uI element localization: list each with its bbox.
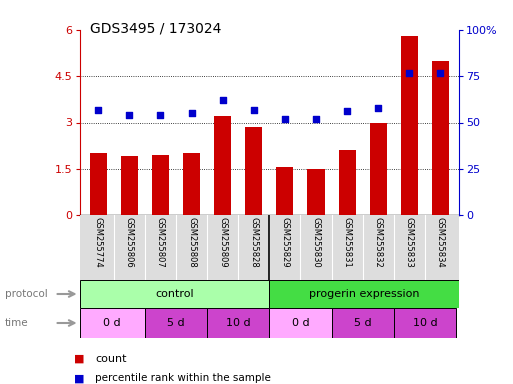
Bar bbox=[277, 167, 293, 215]
Text: 5 d: 5 d bbox=[167, 318, 185, 328]
Text: 10 d: 10 d bbox=[412, 318, 437, 328]
Text: GSM255833: GSM255833 bbox=[405, 217, 414, 268]
Bar bbox=[331, 308, 394, 338]
Bar bbox=[269, 308, 331, 338]
Text: progerin expression: progerin expression bbox=[309, 289, 420, 299]
Text: GSM255806: GSM255806 bbox=[125, 217, 134, 268]
Point bbox=[156, 112, 165, 118]
Text: GSM255830: GSM255830 bbox=[311, 217, 321, 268]
Bar bbox=[269, 280, 459, 308]
Point bbox=[187, 110, 195, 116]
Point bbox=[125, 112, 133, 118]
Text: percentile rank within the sample: percentile rank within the sample bbox=[95, 373, 271, 383]
Bar bbox=[90, 153, 107, 215]
Text: ■: ■ bbox=[74, 373, 85, 383]
Point bbox=[281, 116, 289, 122]
Text: time: time bbox=[5, 318, 29, 328]
Point bbox=[437, 70, 445, 76]
Bar bbox=[394, 308, 456, 338]
Text: GSM255808: GSM255808 bbox=[187, 217, 196, 268]
Text: GSM255809: GSM255809 bbox=[218, 217, 227, 268]
Text: 0 d: 0 d bbox=[104, 318, 121, 328]
Bar bbox=[370, 122, 387, 215]
Bar bbox=[145, 308, 207, 338]
Bar bbox=[207, 308, 269, 338]
Text: GSM255834: GSM255834 bbox=[436, 217, 445, 268]
Bar bbox=[339, 150, 356, 215]
Text: ■: ■ bbox=[74, 354, 85, 364]
Point bbox=[343, 108, 351, 114]
Text: GSM255832: GSM255832 bbox=[374, 217, 383, 268]
Bar bbox=[432, 61, 449, 215]
Text: GSM255828: GSM255828 bbox=[249, 217, 258, 268]
Bar bbox=[152, 155, 169, 215]
Text: GSM255829: GSM255829 bbox=[281, 217, 289, 268]
Text: count: count bbox=[95, 354, 126, 364]
Bar bbox=[121, 156, 138, 215]
Bar bbox=[401, 36, 418, 215]
Point bbox=[374, 104, 382, 111]
Text: protocol: protocol bbox=[5, 289, 48, 299]
Text: GDS3495 / 173024: GDS3495 / 173024 bbox=[90, 22, 221, 36]
Point bbox=[94, 106, 102, 113]
Bar bbox=[80, 308, 145, 338]
Text: control: control bbox=[155, 289, 194, 299]
Bar bbox=[183, 153, 200, 215]
Text: 10 d: 10 d bbox=[226, 318, 250, 328]
Point bbox=[219, 97, 227, 103]
Text: GSM255774: GSM255774 bbox=[94, 217, 103, 268]
Text: GSM255807: GSM255807 bbox=[156, 217, 165, 268]
Point bbox=[312, 116, 320, 122]
Point bbox=[250, 106, 258, 113]
Bar bbox=[245, 127, 262, 215]
Text: 0 d: 0 d bbox=[291, 318, 309, 328]
Bar bbox=[307, 169, 325, 215]
Text: GSM255831: GSM255831 bbox=[343, 217, 351, 268]
Bar bbox=[214, 116, 231, 215]
Point bbox=[405, 70, 413, 76]
Text: 5 d: 5 d bbox=[354, 318, 371, 328]
Bar bbox=[80, 280, 269, 308]
